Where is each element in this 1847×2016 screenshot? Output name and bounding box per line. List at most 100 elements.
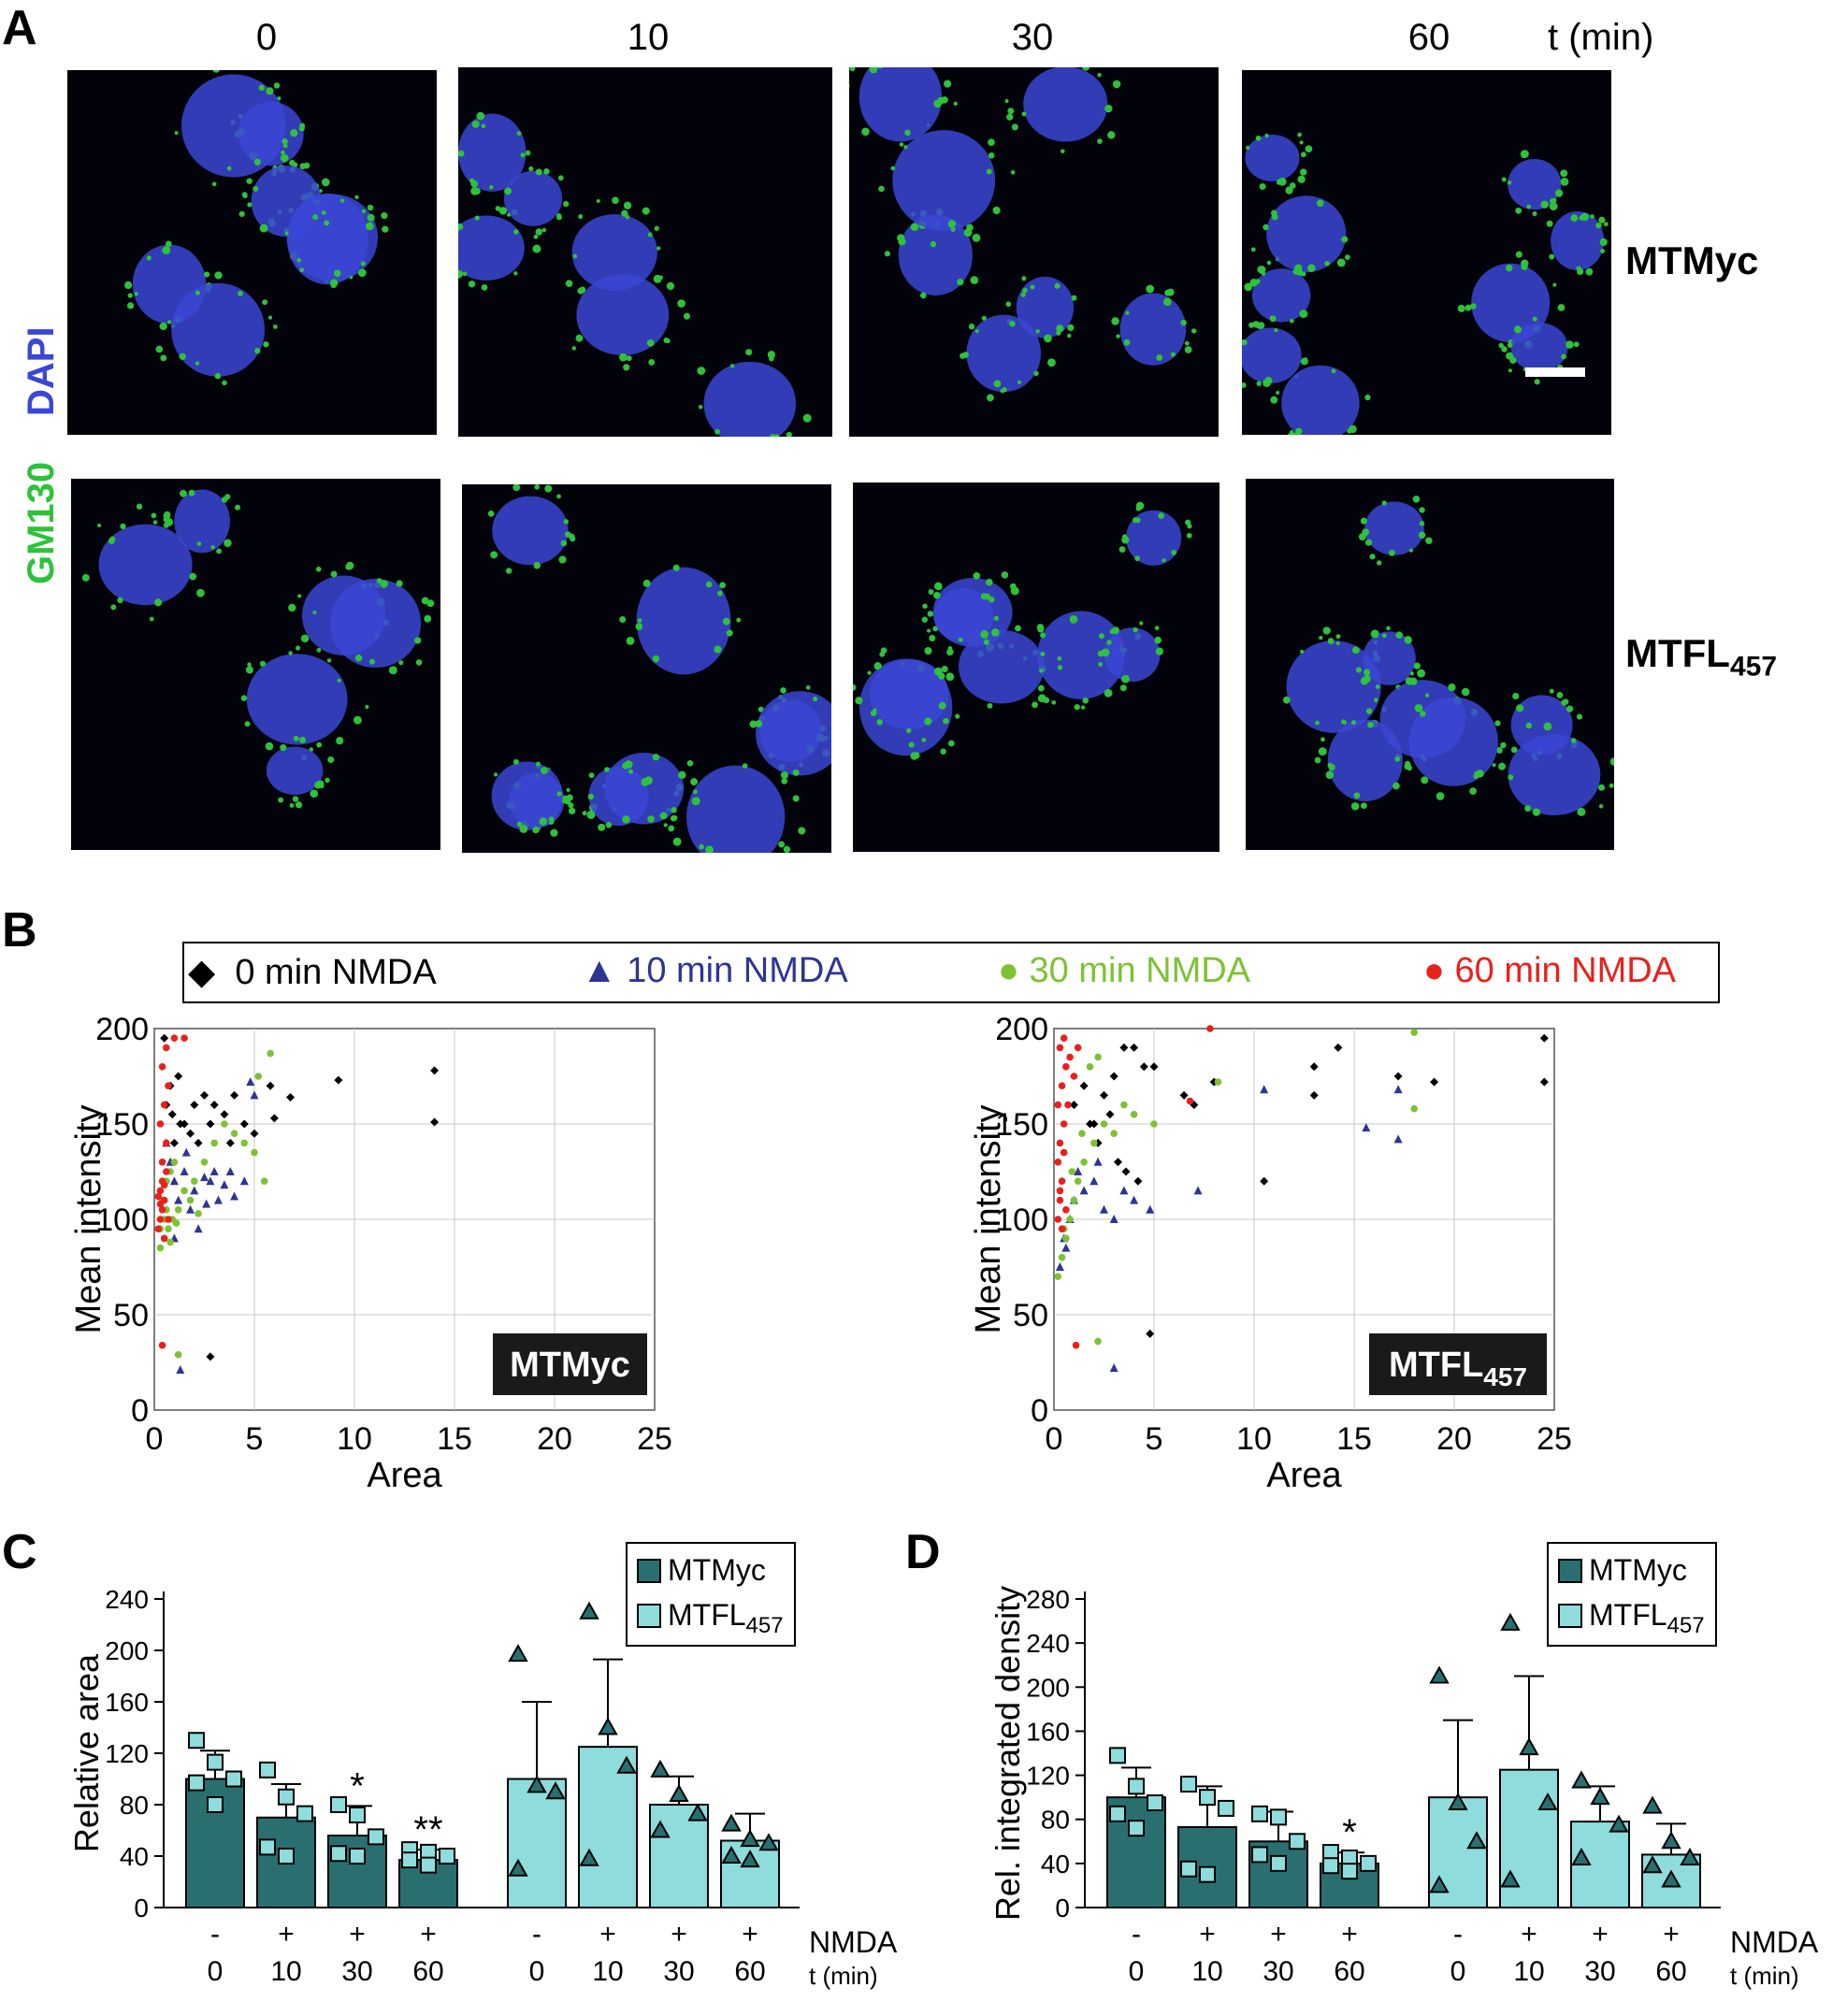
data-point <box>330 1796 347 1813</box>
golgi-speck <box>421 597 429 605</box>
golgi-speck <box>336 737 344 745</box>
golgi-speck <box>134 292 138 296</box>
x-tick-label: 0 <box>529 1956 545 1987</box>
data-point <box>225 1138 235 1147</box>
golgi-speck <box>876 67 884 69</box>
bar <box>507 1778 567 1908</box>
golgi-speck <box>346 561 354 570</box>
data-point <box>1120 1101 1128 1109</box>
y-tick-label: 150 <box>995 1107 1048 1143</box>
golgi-speck <box>1164 289 1171 296</box>
golgi-speck <box>360 261 366 266</box>
golgi-speck <box>295 801 303 809</box>
golgi-speck <box>167 320 172 324</box>
golgi-speck <box>196 541 202 546</box>
golgi-speck <box>548 816 555 823</box>
golgi-speck <box>1560 169 1568 178</box>
x-tick-label: 20 <box>1436 1421 1472 1457</box>
golgi-speck <box>1319 635 1323 641</box>
golgi-speck <box>622 815 630 824</box>
golgi-speck <box>1556 692 1564 698</box>
golgi-speck <box>654 225 659 231</box>
golgi-speck <box>195 290 200 295</box>
x-tick-label: 5 <box>246 1421 264 1457</box>
golgi-speck <box>1341 719 1347 725</box>
golgi-speck <box>1057 656 1062 661</box>
data-point <box>174 1195 183 1204</box>
golgi-speck <box>659 812 668 820</box>
golgi-speck <box>625 214 630 220</box>
data-point <box>1430 1077 1439 1087</box>
golgi-speck <box>159 322 167 331</box>
data-point <box>267 1049 274 1058</box>
golgi-speck <box>1407 765 1412 771</box>
data-point <box>259 1838 276 1856</box>
legend-item-0min: ◆ 0 min NMDA <box>188 953 437 992</box>
data-point <box>1086 1063 1094 1071</box>
golgi-speck <box>1061 149 1065 154</box>
golgi-speck <box>1501 346 1508 353</box>
golgi-speck <box>1030 284 1035 290</box>
golgi-speck <box>380 580 388 588</box>
data-point <box>1642 1855 1663 1874</box>
golgi-speck <box>990 627 1000 637</box>
golgi-speck <box>755 720 763 727</box>
data-point <box>430 1117 440 1127</box>
golgi-speck <box>1246 145 1250 151</box>
golgi-speck <box>652 754 660 761</box>
data-point <box>221 1120 228 1128</box>
golgi-speck <box>623 201 632 209</box>
golgi-speck <box>1269 315 1277 323</box>
golgi-speck <box>588 772 595 779</box>
golgi-speck <box>247 202 253 208</box>
golgi-speck <box>1566 705 1574 713</box>
x-tick-label: 0 <box>1450 1956 1466 1987</box>
golgi-speck <box>1116 334 1120 338</box>
golgi-speck <box>699 843 704 850</box>
nucleus <box>959 629 1045 704</box>
data-point <box>1105 1110 1115 1119</box>
x-tick-label: 0 <box>1129 1956 1145 1987</box>
data-point <box>1113 1158 1122 1167</box>
data-point <box>1146 1204 1155 1214</box>
data-point <box>579 1601 599 1620</box>
golgi-speck <box>316 742 323 748</box>
y-tick-label: 200 <box>105 1636 149 1665</box>
golgi-speck <box>1054 282 1061 289</box>
golgi-speck <box>1603 222 1609 227</box>
data-point <box>439 1848 455 1865</box>
golgi-speck <box>244 721 251 727</box>
legend-item-10min: ▲ 10 min NMDA <box>582 951 848 990</box>
golgi-speck <box>1419 521 1425 526</box>
time-label: t (min) <box>809 1962 878 1990</box>
golgi-speck <box>354 194 359 200</box>
golgi-speck <box>539 817 547 826</box>
data-point <box>174 1351 182 1359</box>
golgi-speck <box>693 799 700 804</box>
data-point <box>1058 1082 1066 1089</box>
golgi-speck <box>1513 325 1522 334</box>
golgi-speck <box>519 825 528 833</box>
x-tick-label: 10 <box>592 1956 623 1987</box>
golgi-speck <box>536 761 541 767</box>
golgi-speck <box>354 715 362 725</box>
golgi-speck <box>1412 495 1421 503</box>
golgi-speck <box>1040 632 1046 639</box>
data-point <box>1214 1078 1222 1086</box>
golgi-speck <box>1507 180 1512 185</box>
golgi-speck <box>458 223 464 231</box>
golgi-speck <box>1285 186 1293 194</box>
golgi-speck <box>1010 170 1016 175</box>
data-point <box>278 1848 295 1865</box>
x-tick-label: 0 <box>146 1421 164 1457</box>
nucleus <box>1104 627 1161 683</box>
golgi-speck <box>1557 304 1566 311</box>
golgi-speck <box>940 748 946 755</box>
data-point <box>1661 1831 1681 1850</box>
y-tick-label: 40 <box>120 1842 149 1871</box>
golgi-speck <box>174 131 179 136</box>
data-point <box>1180 1860 1197 1878</box>
golgi-speck <box>1351 646 1360 655</box>
golgi-speck <box>668 825 675 832</box>
golgi-speck <box>665 338 671 344</box>
